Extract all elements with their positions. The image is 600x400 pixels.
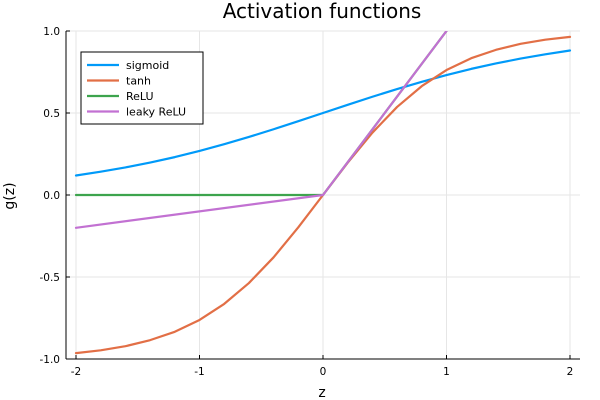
y-tick-label: -0.5 xyxy=(40,272,61,284)
y-tick-label: -1.0 xyxy=(40,354,61,366)
chart-title: Activation functions xyxy=(223,0,422,23)
x-tick-label: 1 xyxy=(443,366,450,378)
legend: sigmoid tanh ReLU leaky ReLU xyxy=(80,51,204,125)
x-tick-label: -1 xyxy=(194,366,204,378)
x-axis-label: z xyxy=(318,385,325,400)
legend-label: ReLU xyxy=(126,90,154,103)
y-tick-label: 0.5 xyxy=(43,108,60,120)
legend-label: leaky ReLU xyxy=(126,106,186,119)
y-tick-label: 0.0 xyxy=(43,190,60,202)
x-tick-label: 2 xyxy=(567,366,574,378)
legend-label: sigmoid xyxy=(126,59,169,72)
x-tick-label: -2 xyxy=(71,366,81,378)
y-tick-label: 1.0 xyxy=(43,26,60,38)
axes: -2 -1 0 1 2 -1.0 -0.5 0.0 0.5 1.0 xyxy=(40,26,580,378)
legend-label: tanh xyxy=(126,75,151,88)
series-line-leaky-relu xyxy=(74,31,448,229)
y-axis-label: g(z) xyxy=(2,182,18,209)
series-line-sigmoid xyxy=(74,49,572,177)
plot-area xyxy=(74,31,572,355)
x-tick-label: 0 xyxy=(320,366,327,378)
